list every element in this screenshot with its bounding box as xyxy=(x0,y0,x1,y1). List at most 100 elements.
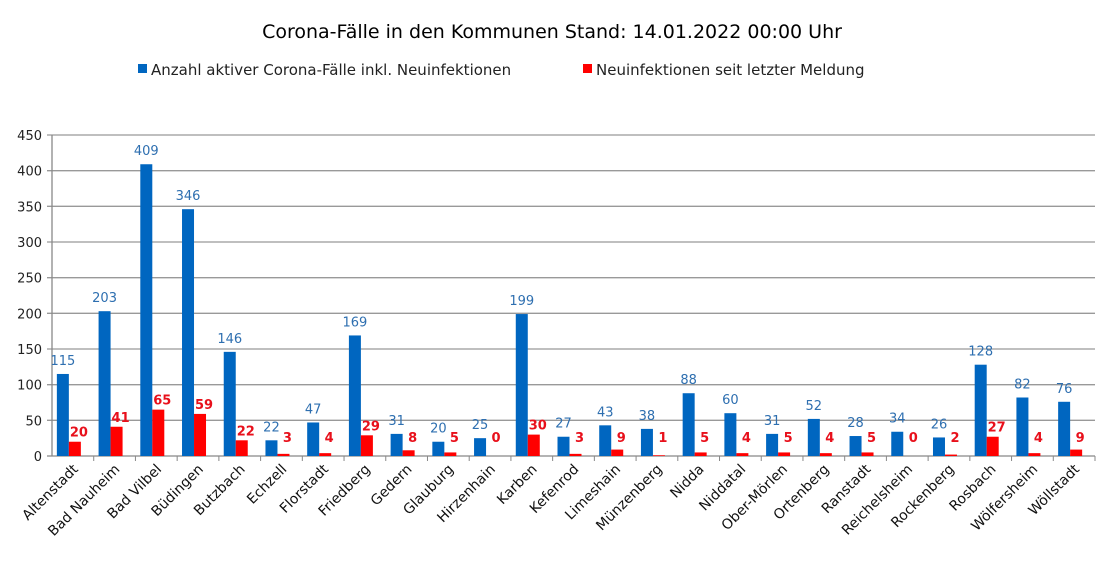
data-label-new: 4 xyxy=(1034,431,1043,446)
data-label-active: 88 xyxy=(680,373,697,388)
y-tick-label: 450 xyxy=(17,129,42,144)
y-axis: 0 50 100 150 200 250 300 350 400 450 xyxy=(17,129,53,465)
bar-active-Friedberg xyxy=(348,335,361,456)
data-label-active: 43 xyxy=(597,405,614,420)
bar-active-Limeshain xyxy=(599,425,612,456)
y-tick-label: 50 xyxy=(25,414,42,429)
y-tick-label: 250 xyxy=(17,272,42,287)
bar-active-Florstadt xyxy=(307,422,320,456)
data-label-new: 29 xyxy=(362,419,380,434)
gridlines xyxy=(47,134,1095,457)
bar-active-Ranstadt xyxy=(849,436,862,456)
data-label-new: 4 xyxy=(825,431,834,446)
bar-active-Wöllstadt xyxy=(1058,401,1071,456)
data-label-active: 60 xyxy=(722,393,739,408)
data-label-active: 28 xyxy=(847,416,864,431)
data-label-active: 26 xyxy=(931,417,948,432)
y-tick-label: 350 xyxy=(17,200,42,215)
bar-new-Bad Vilbel xyxy=(152,409,165,456)
bar-active-Rockenberg xyxy=(932,437,945,456)
data-label-active: 199 xyxy=(509,294,534,309)
data-label-active: 20 xyxy=(430,422,447,437)
data-label-new: 0 xyxy=(492,431,501,446)
data-label-new: 27 xyxy=(988,421,1006,436)
x-tick-label: Nidda xyxy=(667,462,707,502)
bar-new-Wölfersheim xyxy=(1028,453,1041,456)
data-label-new: 30 xyxy=(529,419,547,434)
data-label-new: 8 xyxy=(408,431,417,446)
x-tick-label: Bad Nauheim xyxy=(45,462,123,540)
bar-new-Karben xyxy=(527,434,540,456)
data-label-active: 22 xyxy=(263,420,280,435)
bar-new-Altenstadt xyxy=(68,441,81,456)
bar-new-Limeshain xyxy=(611,449,624,456)
bar-new-Rockenberg xyxy=(944,454,957,456)
data-label-active: 169 xyxy=(342,315,367,330)
data-label-new: 9 xyxy=(1076,431,1085,446)
data-label-new: 5 xyxy=(784,431,793,446)
data-label-active: 76 xyxy=(1056,382,1073,397)
bar-new-Glauburg xyxy=(444,452,457,456)
y-tick-label: 400 xyxy=(17,165,42,180)
bar-active-Karben xyxy=(515,314,528,456)
data-label-new: 5 xyxy=(450,431,459,446)
chart-title: Corona-Fälle in den Kommunen Stand: 14.0… xyxy=(262,21,842,43)
data-label-active: 82 xyxy=(1014,378,1031,393)
bar-new-Butzbach xyxy=(235,440,248,456)
bar-active-Rosbach xyxy=(974,364,987,456)
data-label-new: 4 xyxy=(325,431,334,446)
data-label-active: 409 xyxy=(134,144,159,159)
y-tick-label: 200 xyxy=(17,307,42,322)
bar-active-Ortenberg xyxy=(807,418,820,456)
y-tick-label: 0 xyxy=(34,450,42,465)
y-tick-label: 150 xyxy=(17,343,42,358)
data-label-active: 25 xyxy=(472,418,489,433)
data-label-active: 128 xyxy=(968,345,993,360)
bar-active-Nidda xyxy=(682,393,695,456)
data-label-new: 3 xyxy=(283,431,292,446)
bar-active-Kefenrod xyxy=(557,436,570,456)
data-label-new: 2 xyxy=(950,431,959,446)
data-label-active: 346 xyxy=(176,189,201,204)
bar-active-Butzbach xyxy=(223,351,236,456)
bar-new-Nidda xyxy=(694,452,707,456)
data-label-new: 65 xyxy=(153,394,171,409)
legend-label-0: Anzahl aktiver Corona-Fälle inkl. Neuinf… xyxy=(151,61,511,79)
bar-new-Ortenberg xyxy=(819,453,832,456)
bar-new-Bad Nauheim xyxy=(110,426,123,456)
data-label-new: 0 xyxy=(909,431,918,446)
bar-active-Glauburg xyxy=(432,441,445,456)
bar-active-Ober-Mörlen xyxy=(766,433,779,456)
data-label-new: 1 xyxy=(658,431,667,446)
bar-new-Gedern xyxy=(402,450,415,456)
legend-label-1: Neuinfektionen seit letzter Meldung xyxy=(596,61,865,79)
bar-active-Bad Vilbel xyxy=(140,164,153,456)
data-label-active: 203 xyxy=(92,291,117,306)
bar-active-Bad Nauheim xyxy=(98,311,111,456)
bar-new-Münzenberg xyxy=(652,455,665,456)
y-tick-label: 100 xyxy=(17,379,42,394)
bar-active-Gedern xyxy=(390,433,403,456)
data-label-active: 146 xyxy=(217,332,242,347)
bar-active-Hirzenhain xyxy=(474,438,487,456)
legend-swatch-0 xyxy=(138,64,147,73)
data-label-new: 5 xyxy=(700,431,709,446)
bar-active-Reichelsheim xyxy=(891,431,904,456)
bar-new-Kefenrod xyxy=(569,453,582,456)
bar-active-Echzell xyxy=(265,440,278,456)
data-label-active: 31 xyxy=(388,414,405,429)
data-label-active: 52 xyxy=(806,399,823,414)
bar-new-Friedberg xyxy=(360,435,373,456)
data-label-active: 31 xyxy=(764,414,781,429)
data-label-active: 47 xyxy=(305,402,322,417)
bar-active-Wölfersheim xyxy=(1016,397,1029,456)
data-label-active: 34 xyxy=(889,412,906,427)
bar-new-Ober-Mörlen xyxy=(778,452,791,456)
bar-active-Niddatal xyxy=(724,413,737,456)
bar-new-Echzell xyxy=(277,453,290,456)
data-label-new: 4 xyxy=(742,431,751,446)
data-label-active: 27 xyxy=(555,417,572,432)
